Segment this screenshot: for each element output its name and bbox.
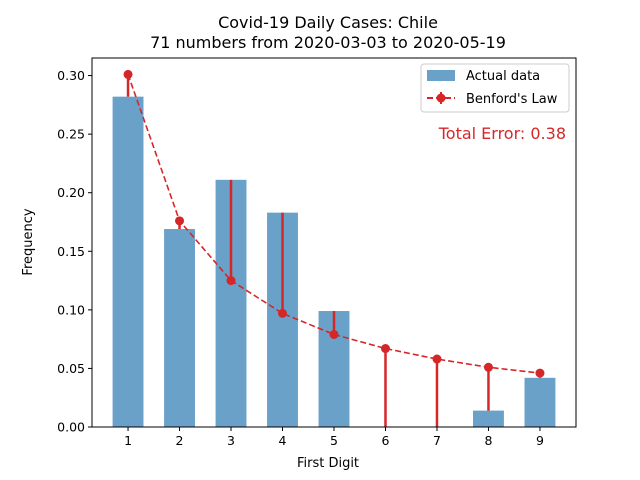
x-tick-label: 5: [330, 433, 338, 448]
x-axis: 1 2 3 4 5 6 7 8 9: [124, 427, 544, 448]
x-tick-label: 3: [227, 433, 235, 448]
bar-digit-8: [473, 410, 504, 427]
benford-point-digit-9: [535, 368, 545, 378]
benford-point-digit-6: [380, 344, 390, 354]
x-tick-label: 9: [536, 433, 544, 448]
y-axis: 0.00 0.05 0.10 0.15 0.20 0.25 0.30: [57, 68, 92, 435]
x-tick-label: 2: [176, 433, 184, 448]
y-tick-label: 0.00: [57, 420, 85, 435]
y-tick-label: 0.05: [57, 361, 85, 376]
y-tick-label: 0.20: [57, 185, 85, 200]
x-tick-label: 6: [382, 433, 390, 448]
x-tick-label: 8: [484, 433, 492, 448]
benford-point-digit-3: [226, 276, 236, 286]
benford-point-digit-1: [123, 69, 133, 79]
legend-swatch-benford-marker: [436, 93, 446, 103]
x-tick-label: 1: [124, 433, 132, 448]
legend: Actual data Benford's Law: [420, 63, 570, 113]
bar-digit-1: [112, 96, 144, 428]
chart-title: Covid-19 Daily Cases: Chile: [218, 13, 438, 32]
benford-point-digit-5: [329, 329, 339, 339]
x-axis-label: First Digit: [297, 456, 359, 471]
y-tick-label: 0.25: [57, 127, 85, 142]
legend-label-actual: Actual data: [466, 69, 540, 84]
benford-line-group: [123, 69, 545, 378]
bar-digit-2: [164, 229, 195, 427]
legend-swatch-actual: [427, 70, 455, 81]
y-tick-label: 0.10: [57, 302, 85, 317]
chart-subtitle: 71 numbers from 2020-03-03 to 2020-05-19: [150, 33, 506, 52]
legend-label-benford: Benford's Law: [466, 92, 558, 107]
total-error-annotation: Total Error: 0.38: [438, 124, 566, 143]
bar-digit-9: [524, 377, 556, 427]
benford-point-digit-7: [432, 354, 442, 364]
benford-point-digit-4: [278, 308, 288, 318]
y-tick-label: 0.30: [57, 68, 85, 83]
benford-point-digit-8: [483, 362, 493, 372]
legend-frame: [420, 63, 570, 113]
x-tick-label: 4: [279, 433, 287, 448]
y-tick-label: 0.15: [57, 244, 85, 259]
benford-line: [127, 74, 541, 374]
x-tick-label: 7: [433, 433, 441, 448]
y-axis-label: Frequency: [21, 208, 36, 275]
benford-point-digit-2: [175, 216, 185, 226]
